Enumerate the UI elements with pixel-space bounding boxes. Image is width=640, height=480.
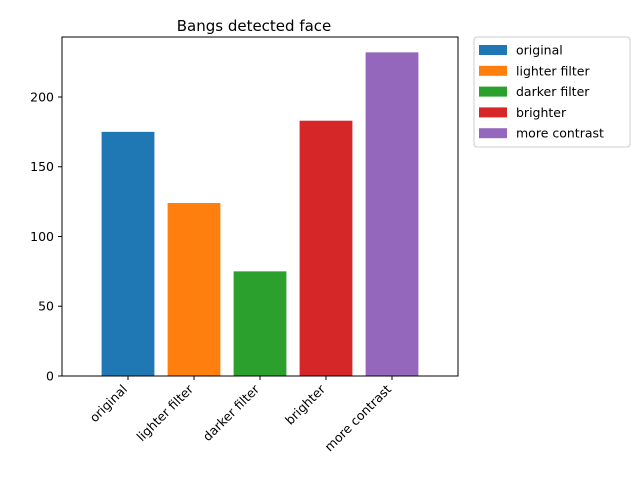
plot-frame <box>61 36 459 377</box>
y-tick-label: 150 <box>30 159 54 174</box>
legend-label: brighter <box>516 105 567 120</box>
chart-title: Bangs detected face <box>177 17 332 35</box>
x-axis: original lighter filter darker filter brigh… <box>86 376 394 454</box>
y-tick-label: 0 <box>46 369 54 384</box>
y-tick-label: 100 <box>30 229 54 244</box>
x-tick-label: original <box>86 382 130 426</box>
x-tick-label: darker filter <box>200 381 263 444</box>
x-tick-label: brighter <box>282 381 329 428</box>
legend-label: lighter filter <box>516 63 590 78</box>
legend-swatch <box>479 128 507 139</box>
bar-brighter <box>299 120 353 376</box>
bar-darker-filter <box>233 271 287 376</box>
legend: original lighter filter darker filter brigh… <box>473 36 631 148</box>
legend-frame <box>473 36 631 148</box>
legend-swatch <box>479 45 507 55</box>
y-axis: 0 50 100 150 200 <box>30 89 62 384</box>
x-tick-label: lighter filter <box>133 381 196 444</box>
legend-label: more contrast <box>516 126 604 141</box>
legend-swatch <box>479 107 507 118</box>
x-tick-label: more contrast <box>321 381 394 454</box>
bars-group <box>101 52 419 377</box>
bar-more-contrast <box>365 52 419 377</box>
legend-label: darker filter <box>516 84 590 99</box>
y-tick-label: 200 <box>30 89 54 104</box>
y-tick-label: 50 <box>38 299 54 314</box>
legend-swatch <box>479 86 507 97</box>
legend-label: original <box>516 43 563 58</box>
bar-lighter-filter <box>167 203 221 376</box>
bar-original <box>101 131 155 376</box>
legend-swatch <box>479 65 507 76</box>
